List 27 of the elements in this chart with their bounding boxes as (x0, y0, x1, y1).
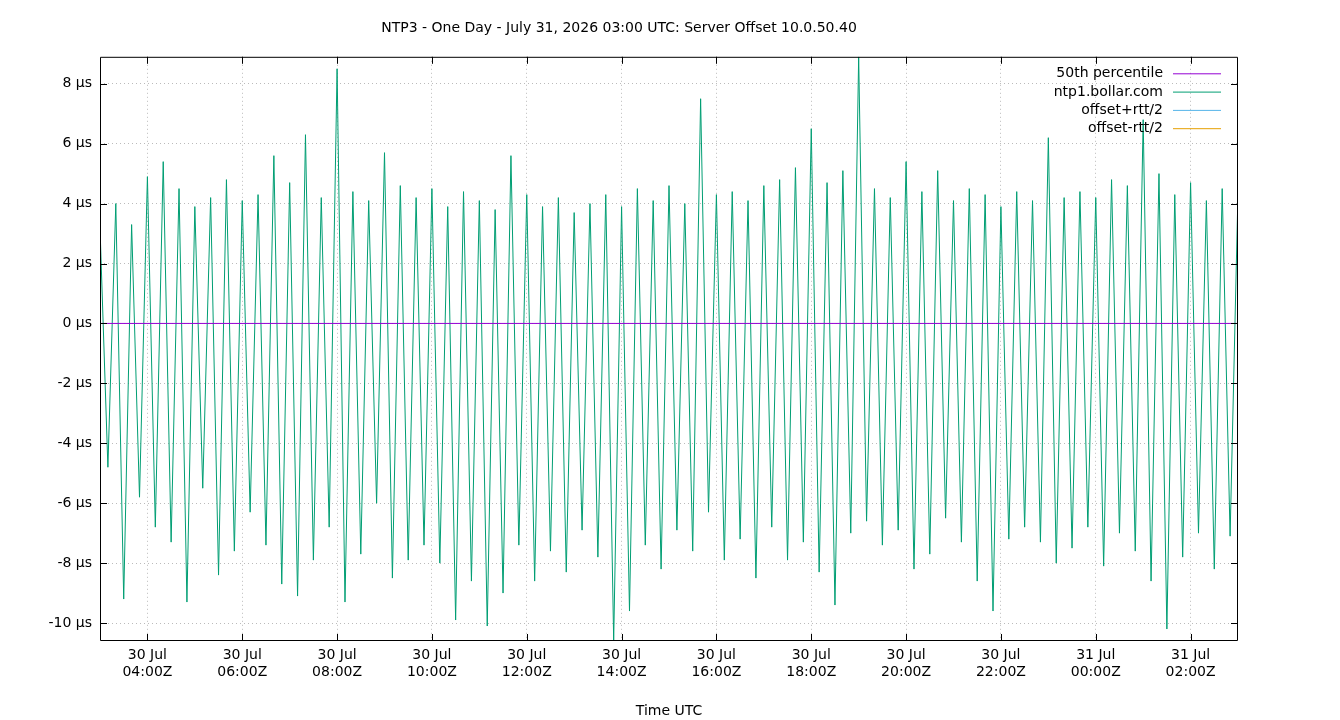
y-tick-label: -2 µs (57, 373, 92, 390)
y-tick-label: 8 µs (62, 74, 92, 91)
y-tick-label: 6 µs (62, 134, 92, 151)
x-tick-label: 30 Jul 16:00Z (691, 646, 742, 679)
y-tick-label: -10 µs (48, 613, 92, 630)
x-tick-label: 31 Jul 02:00Z (1165, 646, 1216, 679)
x-tick-label: 31 Jul 00:00Z (1070, 646, 1121, 679)
y-tick-label: -8 µs (57, 553, 92, 570)
x-axis-title: Time UTC (634, 702, 703, 719)
x-tick-label: 30 Jul 08:00Z (312, 646, 363, 679)
x-tick-label: 30 Jul 18:00Z (786, 646, 837, 679)
x-tick-label: 30 Jul 04:00Z (122, 646, 173, 679)
x-tick-label: 30 Jul 14:00Z (596, 646, 647, 679)
x-tick-label: 30 Jul 22:00Z (975, 646, 1026, 679)
legend-label: 50th percentile (1056, 64, 1163, 81)
y-tick-label: -6 µs (57, 493, 92, 510)
chart-title: NTP3 - One Day - July 31, 2026 03:00 UTC: Server Offset 10.0.50.40 (381, 19, 857, 36)
x-tick-label: 30 Jul 12:00Z (501, 646, 552, 679)
x-tick-label: 30 Jul 10:00Z (406, 646, 457, 679)
y-tick-label: 2 µs (62, 254, 92, 271)
legend-label: ntp1.bollar.com (1053, 82, 1163, 99)
y-tick-label: 0 µs (62, 314, 92, 331)
legend-label: offset+rtt/2 (1081, 101, 1163, 118)
y-tick-label: 4 µs (62, 194, 92, 211)
y-tick-label: -4 µs (57, 433, 92, 450)
x-tick-label: 30 Jul 06:00Z (217, 646, 268, 679)
x-tick-label: 30 Jul 20:00Z (881, 646, 932, 679)
